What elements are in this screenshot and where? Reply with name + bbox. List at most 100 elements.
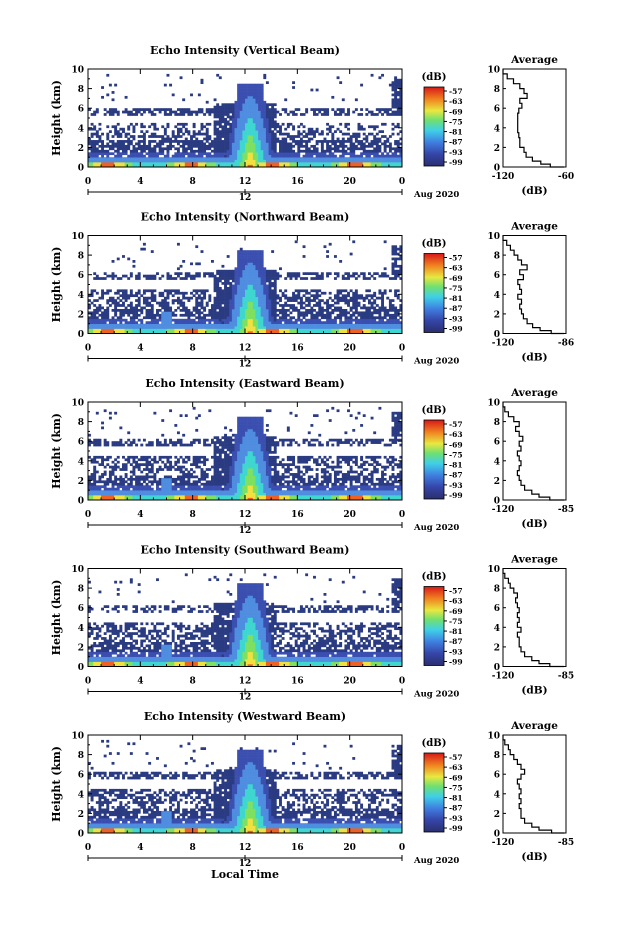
echo-cell <box>255 149 259 153</box>
echo-cell <box>326 301 330 305</box>
echo-cell <box>268 309 272 312</box>
echo-cell <box>158 443 162 447</box>
echo-cell <box>224 274 227 278</box>
echo-cell <box>352 159 356 163</box>
echo-cell <box>101 426 104 430</box>
echo-cell <box>352 331 356 334</box>
echo-cell <box>187 162 191 165</box>
echo-cell <box>140 125 144 129</box>
echo-cell <box>250 157 254 160</box>
echo-cell <box>331 152 335 156</box>
echo-cell <box>176 458 180 462</box>
echo-cell <box>218 286 222 290</box>
echo-cell <box>200 296 204 300</box>
echo-cell <box>247 313 251 317</box>
echo-cell <box>328 154 332 158</box>
echo-cell <box>184 137 188 141</box>
echo-cell <box>336 76 340 80</box>
echo-cell <box>271 306 275 310</box>
echo-cell <box>357 142 361 146</box>
echo-cell <box>221 103 225 107</box>
echo-cell <box>386 309 390 312</box>
echo-cell <box>252 326 256 329</box>
echo-cell <box>195 323 199 327</box>
echo-cell <box>255 88 259 92</box>
echo-cell <box>250 110 254 114</box>
echo-cell <box>153 108 157 111</box>
echo-cell <box>239 272 243 275</box>
echo-cell <box>171 477 175 481</box>
echo-cell <box>176 113 180 116</box>
echo-cell <box>318 157 322 160</box>
echo-cell <box>174 485 178 489</box>
echo-cell <box>166 495 170 498</box>
echo-cell <box>150 311 154 315</box>
echo-cell <box>279 323 282 327</box>
echo-cell <box>286 132 290 136</box>
echo-cell <box>394 154 398 158</box>
echo-cell <box>268 279 272 283</box>
echo-cell <box>108 110 112 114</box>
echo-cell <box>352 304 356 307</box>
echo-cell <box>200 140 204 143</box>
echo-cell <box>247 291 251 295</box>
echo-cell <box>231 149 235 153</box>
echo-cell <box>268 306 272 310</box>
echo-cell <box>98 164 102 168</box>
echo-cell <box>234 113 238 116</box>
echo-cell <box>140 492 144 496</box>
echo-cell <box>210 144 214 148</box>
echo-cell <box>153 326 157 329</box>
x-tick-label: 12 <box>239 344 252 354</box>
echo-cell <box>250 152 254 156</box>
echo-cell <box>284 309 288 312</box>
echo-cell <box>93 497 97 501</box>
echo-cell <box>200 132 204 136</box>
echo-cell <box>370 318 374 322</box>
echo-cell <box>163 328 167 332</box>
echo-cell <box>271 162 275 165</box>
echo-cell <box>373 147 377 151</box>
echo-cell <box>242 149 246 153</box>
echo-cell <box>108 411 112 415</box>
echo-cell <box>166 73 170 77</box>
echo-cell <box>307 321 311 324</box>
echo-cell <box>341 147 345 151</box>
echo-cell <box>179 122 183 126</box>
echo-cell <box>336 164 340 168</box>
echo-cell <box>137 159 141 163</box>
echo-cell <box>216 306 220 310</box>
echo-cell <box>299 144 303 148</box>
echo-cell <box>399 105 403 109</box>
echo-cell <box>255 147 259 151</box>
echo-cell <box>108 323 112 327</box>
echo-cell <box>88 323 91 327</box>
echo-cell <box>268 157 272 160</box>
echo-cell <box>341 154 345 158</box>
echo-cell <box>93 142 97 146</box>
echo-cell <box>200 159 204 163</box>
echo-cell <box>239 91 243 94</box>
echo-cell <box>174 468 178 471</box>
echo-cell <box>163 318 167 322</box>
echo-cell <box>299 296 303 300</box>
echo-cell <box>370 140 374 143</box>
echo-cell <box>237 154 241 158</box>
echo-cell <box>360 326 364 329</box>
echo-cell <box>213 122 217 126</box>
echo-cell <box>218 162 222 165</box>
echo-cell <box>255 264 259 268</box>
echo-cell <box>354 301 358 305</box>
echo-cell <box>284 154 288 158</box>
echo-cell <box>386 137 390 141</box>
echo-cell <box>200 311 204 315</box>
echo-cell <box>114 475 118 479</box>
echo-cell <box>268 125 272 129</box>
echo-cell <box>153 460 157 464</box>
echo-cell <box>224 313 227 317</box>
echo-cell <box>218 326 222 329</box>
echo-cell <box>258 289 261 293</box>
echo-cell <box>239 257 243 261</box>
echo-cell <box>216 108 220 111</box>
echo-cell <box>292 331 296 334</box>
